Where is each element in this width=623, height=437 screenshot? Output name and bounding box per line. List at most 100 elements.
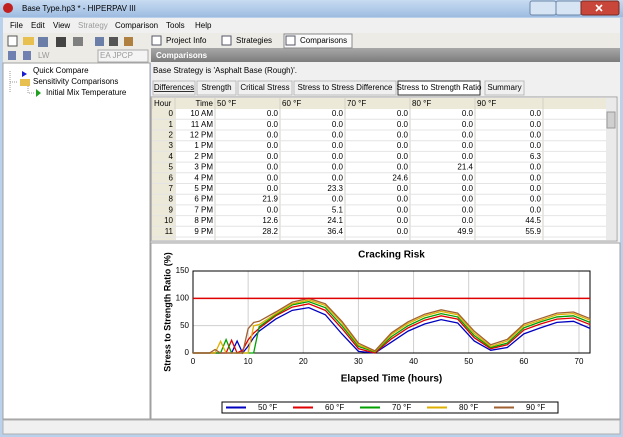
x-tick-label: 20: [299, 357, 308, 366]
table-cell: 7 PM: [194, 205, 213, 214]
table-cell: 0.0: [462, 216, 474, 225]
table-cell: 0.0: [332, 152, 344, 161]
tab-label[interactable]: Critical Stress: [240, 83, 289, 92]
title-bar: [0, 0, 623, 17]
table-cell: 0.0: [530, 120, 542, 129]
table-cell: 8: [169, 195, 174, 204]
table-cell: 6 PM: [194, 195, 213, 204]
scrollbar[interactable]: [606, 98, 616, 240]
toolbar-tab[interactable]: Comparisons: [300, 36, 347, 45]
column-header: Time: [196, 99, 214, 108]
table-cell: 0.0: [462, 120, 474, 129]
table-cell: 0.0: [267, 120, 279, 129]
table-cell: 24.1: [327, 216, 343, 225]
table-cell: 12.6: [262, 216, 278, 225]
menu-item[interactable]: Comparison: [115, 21, 158, 30]
column-header: 70 °F: [347, 99, 366, 108]
table-header: [152, 98, 606, 109]
table-cell: 0.0: [332, 120, 344, 129]
table-cell: 21.4: [457, 163, 473, 172]
minimize[interactable]: [529, 0, 557, 16]
maximize[interactable]: [555, 0, 582, 16]
menu-item[interactable]: File: [10, 21, 23, 30]
menu-item[interactable]: Edit: [31, 21, 46, 30]
table-cell: 12 PM: [190, 131, 213, 140]
tree-item[interactable]: Initial Mix Temperature: [46, 88, 127, 97]
table-cell: 0.0: [530, 141, 542, 150]
column-header: 90 °F: [477, 99, 496, 108]
column-header: 80 °F: [412, 99, 431, 108]
table-cell: 49.9: [457, 227, 473, 236]
tree-icon: [36, 89, 41, 97]
y-tick-label: 50: [180, 321, 189, 330]
menu-item[interactable]: Tools: [166, 21, 185, 30]
y-axis-label: Stress to Strength Ratio (%): [162, 252, 172, 372]
tab-label[interactable]: Stress to Stress Difference: [298, 83, 394, 92]
tab[interactable]: [196, 80, 237, 96]
table-cell: 0.0: [530, 184, 542, 193]
table-cell: 44.5: [525, 216, 541, 225]
table-cell: 0.0: [530, 131, 542, 140]
strategy-combo[interactable]: [97, 49, 149, 63]
table-cell: 11 AM: [191, 120, 213, 129]
legend-label: 80 °F: [459, 403, 478, 412]
scroll-thumb[interactable]: [606, 111, 616, 129]
tab[interactable]: [152, 80, 196, 96]
table-cell: 36.4: [327, 227, 343, 236]
tree-item[interactable]: Sensitivity Comparisons: [33, 77, 118, 86]
table-cell: 0.0: [530, 109, 542, 118]
table: [150, 96, 618, 242]
table-cell: 0.0: [462, 152, 474, 161]
window-title: Base Type.hp3 * - HIPERPAV III: [22, 4, 136, 13]
toolbar-tab[interactable]: Project Info: [166, 36, 207, 45]
series-line: [193, 300, 591, 354]
legend-label: 50 °F: [258, 403, 277, 412]
column-header: Hour: [154, 99, 172, 108]
tab[interactable]: [237, 80, 293, 96]
tree-item[interactable]: Quick Compare: [33, 66, 89, 75]
table-cell: 0.0: [397, 152, 409, 161]
table-cell: 0.0: [397, 184, 409, 193]
table-cell: 0.0: [397, 131, 409, 140]
toolbar-tab-icon: [285, 35, 296, 46]
tab-active[interactable]: [397, 80, 481, 96]
table-cell: 5.1: [332, 205, 344, 214]
tree-panel: [2, 62, 151, 420]
table-cell: 10 AM: [190, 109, 213, 118]
tree-icon: [22, 71, 27, 77]
table-cell: 0.0: [267, 152, 279, 161]
x-tick-label: 30: [354, 357, 363, 366]
toolbar-icons: [7, 35, 133, 60]
table-cell: 0.0: [397, 109, 409, 118]
table-cell: 0.0: [267, 163, 279, 172]
table-cell: 0.0: [397, 141, 409, 150]
table-cell: 7: [169, 184, 174, 193]
tab-label[interactable]: Summary: [487, 83, 521, 92]
tab[interactable]: [293, 80, 397, 96]
menu-item[interactable]: View: [53, 21, 70, 30]
toolbar-tab-icon: [151, 35, 162, 46]
table-cell: 0.0: [462, 195, 474, 204]
tab-label[interactable]: Differences: [154, 83, 194, 92]
x-tick-label: 10: [244, 357, 253, 366]
table-cell: 0.0: [332, 141, 344, 150]
toolbar-tab[interactable]: Strategies: [236, 36, 272, 45]
table-cell: 0.0: [462, 184, 474, 193]
table-cell: 0.0: [397, 216, 409, 225]
menu-item[interactable]: Strategy: [78, 21, 108, 30]
table-cell: 0.0: [462, 109, 474, 118]
status-bar: [2, 419, 621, 435]
tab-label[interactable]: Stress to Strength Ratio: [397, 83, 482, 92]
tab-label[interactable]: Strength: [201, 83, 231, 92]
tree-lines: [9, 71, 34, 94]
table-cell: 0.0: [397, 120, 409, 129]
tab[interactable]: [484, 80, 525, 96]
table-cell: 0.0: [332, 173, 344, 182]
table-cell: 8 PM: [194, 216, 213, 225]
table-cell: 6.3: [530, 152, 542, 161]
table-cell: 1: [169, 120, 174, 129]
hour-column: [152, 109, 175, 240]
menu-item[interactable]: Help: [195, 21, 212, 30]
table-cell: 0.0: [267, 205, 279, 214]
app-icon: [3, 3, 13, 13]
